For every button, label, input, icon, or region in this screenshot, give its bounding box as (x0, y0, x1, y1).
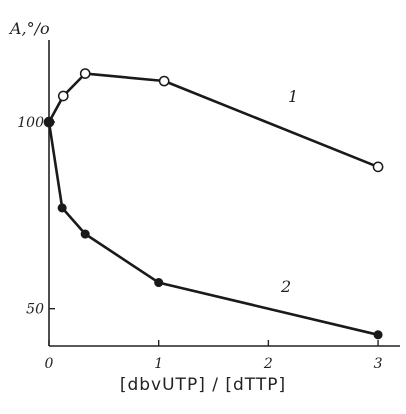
series-1-point (79, 68, 91, 79)
series-1-line (47, 72, 379, 169)
series-1-point (372, 161, 384, 173)
series-2-label: 2 (280, 277, 291, 296)
series-2-line (47, 121, 379, 337)
x-tick-label: 1 (154, 356, 163, 372)
series-lines (47, 72, 379, 337)
y-tick-label: 100 (17, 115, 44, 131)
x-tick-label: 3 (374, 356, 383, 372)
series-2-point (80, 229, 90, 239)
x-tick-label: 0 (45, 356, 54, 372)
y-tick-label: 50 (26, 302, 44, 318)
axis-ticks: 0 1 2 3 50 100 (17, 115, 382, 372)
chart-labels: A,°/o [dbvUTP] / [dTTP] 1 2 (8, 19, 298, 395)
y-axis-label: A,°/o (8, 19, 50, 38)
series-2-point (154, 278, 164, 288)
x-axis-label: [dbvUTP] / [dTTP] (120, 375, 286, 395)
series-2-point (57, 203, 67, 213)
axes (48, 40, 400, 347)
series-1-point (158, 75, 170, 87)
series-1-point (57, 90, 69, 102)
series-2-point (373, 330, 383, 340)
series-markers (43, 68, 384, 340)
series-1-label: 1 (288, 87, 298, 106)
x-tick-label: 2 (263, 356, 273, 372)
series-2-point (44, 117, 54, 127)
